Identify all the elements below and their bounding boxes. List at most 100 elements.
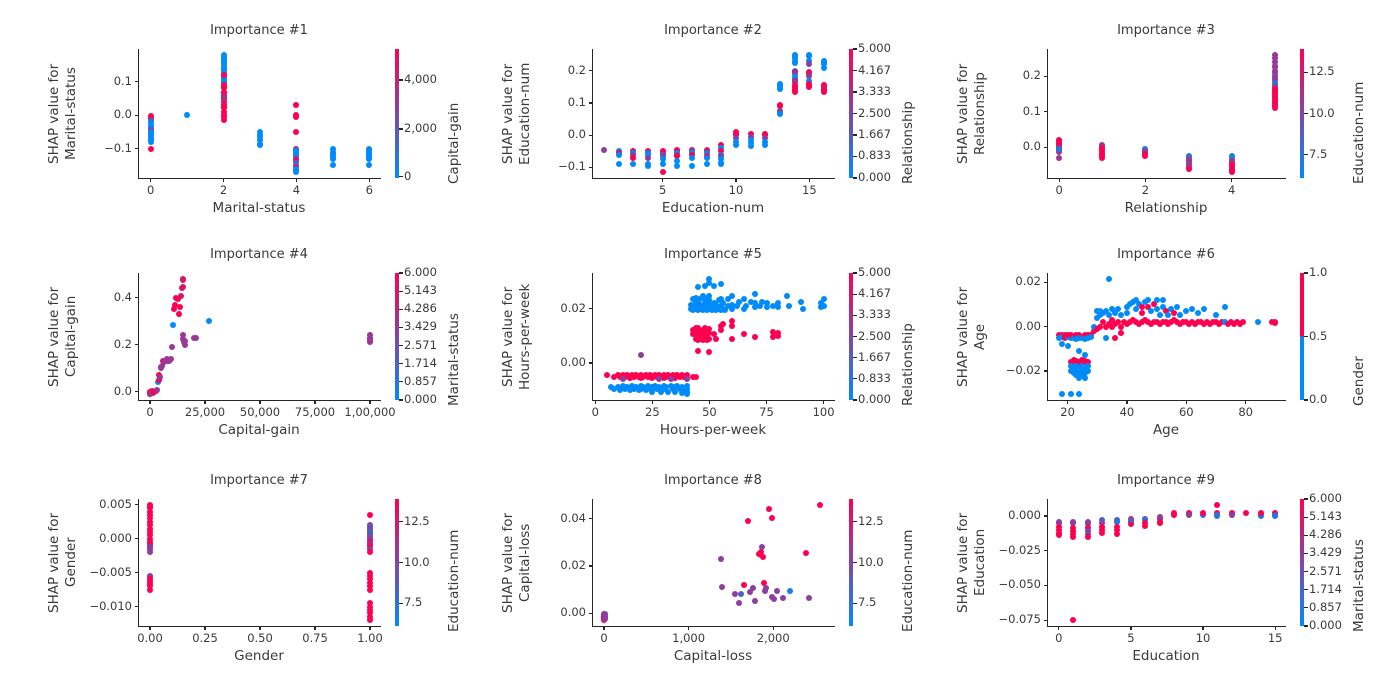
x-tick-mark bbox=[314, 400, 316, 404]
data-point bbox=[1070, 533, 1077, 540]
data-point bbox=[602, 616, 609, 623]
data-point bbox=[733, 302, 740, 309]
y-tick-mark bbox=[135, 538, 139, 540]
data-point bbox=[1082, 352, 1089, 359]
colorbar-tick-label: 0.833 bbox=[858, 148, 891, 163]
data-point bbox=[719, 584, 726, 591]
data-point bbox=[172, 301, 179, 308]
data-point bbox=[1159, 296, 1166, 303]
data-point bbox=[180, 284, 186, 291]
data-point bbox=[674, 153, 681, 160]
x-tick-label: 100 bbox=[812, 405, 835, 419]
y-tick-mark bbox=[589, 134, 593, 136]
data-point bbox=[1271, 64, 1278, 71]
colorbar-tick-mark bbox=[853, 314, 857, 316]
x-tick-label: 10 bbox=[1195, 631, 1211, 645]
y-tick-label: 0.000 bbox=[99, 530, 132, 545]
data-point bbox=[367, 576, 373, 583]
y-tick-label: 0.4 bbox=[113, 289, 132, 304]
colorbar-tick-mark bbox=[853, 177, 857, 179]
data-point bbox=[147, 532, 153, 539]
data-point bbox=[367, 586, 373, 593]
data-point bbox=[656, 384, 663, 391]
y-tick-label: −0.1 bbox=[558, 159, 586, 174]
y-tick-mark bbox=[135, 81, 139, 83]
data-point bbox=[1076, 391, 1083, 398]
data-point bbox=[220, 98, 227, 105]
y-tick-label: 0.000 bbox=[1008, 507, 1041, 522]
data-point bbox=[1099, 529, 1106, 536]
data-point bbox=[747, 137, 754, 144]
data-point bbox=[1171, 310, 1178, 317]
data-point bbox=[821, 88, 827, 95]
data-point bbox=[816, 501, 823, 508]
data-point bbox=[367, 617, 373, 624]
y-tick-label: 0.00 bbox=[560, 605, 586, 620]
y-tick-label: 0.02 bbox=[1015, 274, 1041, 289]
data-point bbox=[791, 55, 798, 61]
colorbar-tick-label: 3.429 bbox=[1309, 545, 1342, 560]
y-tick-label: 0.00 bbox=[560, 355, 586, 369]
data-point bbox=[1106, 312, 1113, 319]
data-point bbox=[174, 295, 181, 302]
data-point bbox=[1115, 319, 1122, 326]
x-tick-mark bbox=[1144, 178, 1147, 182]
data-point bbox=[176, 304, 183, 311]
plot-title: Importance #5 bbox=[664, 247, 762, 262]
data-point bbox=[1150, 301, 1157, 308]
y-tick-label: 0.0 bbox=[113, 107, 132, 122]
x-axis-label: Relationship bbox=[1124, 200, 1208, 216]
data-point bbox=[735, 599, 742, 606]
colorbar-tick-label: 2,000 bbox=[404, 120, 437, 135]
x-tick-label: 25,000 bbox=[184, 405, 226, 419]
data-point bbox=[820, 296, 827, 303]
subplot-importance-2: Importance #2 SHAP value for Education-n… bbox=[466, 0, 932, 233]
x-tick-mark bbox=[368, 178, 370, 182]
data-point bbox=[766, 506, 772, 513]
y-tick-mark bbox=[135, 147, 139, 150]
x-tick-mark bbox=[603, 626, 605, 630]
y-tick-mark bbox=[589, 612, 593, 614]
x-tick-label: 50 bbox=[702, 405, 717, 419]
data-point bbox=[642, 387, 649, 394]
data-point bbox=[155, 377, 162, 384]
data-point bbox=[147, 518, 153, 525]
x-tick-label: 4 bbox=[292, 183, 301, 197]
data-point bbox=[1254, 319, 1261, 326]
data-point bbox=[718, 148, 725, 155]
y-tick-mark bbox=[589, 166, 593, 168]
colorbar-label: Marital-status bbox=[446, 313, 462, 406]
plot-area: 0 2 4 0.2 0.1 0.0 bbox=[1023, 49, 1286, 197]
data-point bbox=[711, 331, 717, 338]
data-point bbox=[821, 64, 827, 71]
x-tick-mark bbox=[1130, 626, 1132, 630]
colorbar-tick-label: 0.000 bbox=[404, 392, 437, 406]
data-point bbox=[1097, 323, 1104, 330]
data-point bbox=[717, 281, 724, 288]
colorbar-tick-label: 0.857 bbox=[1309, 599, 1342, 614]
colorbar-tick-mark bbox=[399, 272, 403, 274]
data-point bbox=[293, 168, 300, 175]
data-point bbox=[703, 154, 710, 161]
data-point bbox=[366, 155, 373, 162]
y-tick-label: −0.1 bbox=[104, 140, 132, 155]
y-tick-mark bbox=[589, 102, 593, 104]
x-tick-mark bbox=[688, 626, 690, 630]
colorbar-tick-mark bbox=[853, 602, 857, 604]
data-point bbox=[791, 88, 798, 95]
x-tick-mark bbox=[369, 626, 371, 630]
x-tick-mark bbox=[1058, 178, 1060, 182]
y-tick-mark bbox=[135, 606, 139, 608]
data-point bbox=[1076, 347, 1083, 354]
data-point bbox=[645, 162, 651, 169]
data-point bbox=[683, 376, 690, 383]
data-point bbox=[220, 72, 227, 79]
data-point bbox=[736, 298, 743, 305]
x-tick-mark bbox=[369, 400, 371, 404]
data-point bbox=[1189, 305, 1196, 312]
data-point bbox=[220, 108, 227, 115]
colorbar-tick-label: 3.333 bbox=[858, 83, 891, 98]
x-tick-mark bbox=[1126, 400, 1128, 404]
x-tick-mark bbox=[149, 400, 151, 404]
data-point bbox=[713, 301, 720, 308]
